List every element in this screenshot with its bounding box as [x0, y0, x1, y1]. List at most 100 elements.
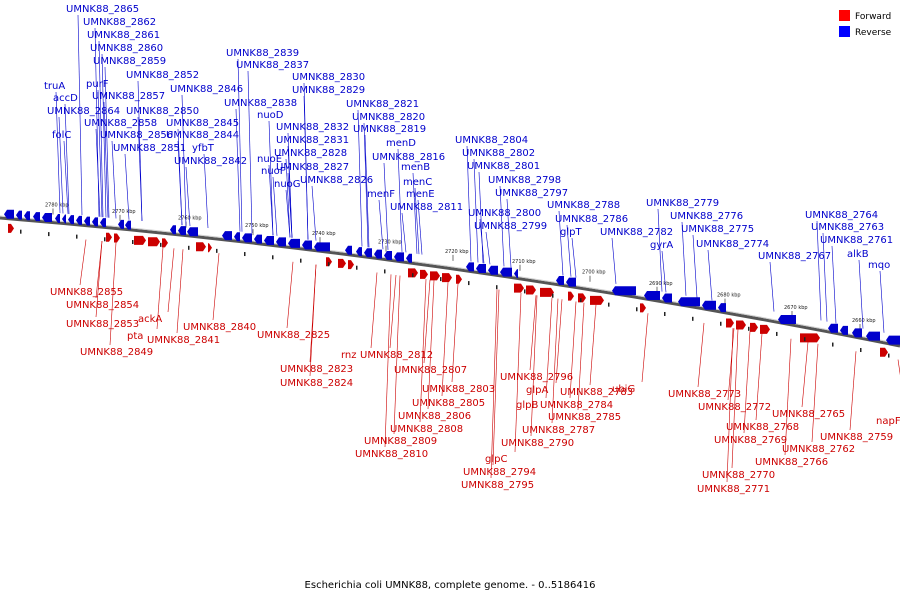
cds-marker: [384, 269, 386, 274]
reverse-gene: [187, 227, 198, 237]
forward-gene-label: UMNK88_2784: [540, 400, 613, 411]
reverse-gene-label: UMNK88_2821: [346, 99, 419, 110]
cds-marker: [804, 337, 806, 342]
forward-gene-label: UMNK88_2769: [714, 435, 787, 446]
forward-gene: [540, 287, 554, 297]
reverse-gene-label: UMNK88_2830: [292, 72, 365, 83]
forward-leader: [423, 279, 431, 364]
reverse-gene-label: UMNK88_2764: [805, 210, 878, 221]
reverse-leader: [98, 40, 104, 218]
reverse-leader: [363, 122, 369, 248]
forward-leader: [555, 299, 563, 384]
reverse-leader: [63, 140, 69, 214]
reverse-gene: [55, 213, 60, 223]
forward-leader: [167, 248, 175, 313]
reverse-gene-label: UMNK88_2820: [352, 112, 425, 123]
forward-gene-label: UMNK88_2809: [364, 436, 437, 447]
scale-tick-label: 2740 kbp: [312, 231, 336, 237]
forward-leader: [176, 249, 184, 334]
reverse-leader: [466, 145, 472, 262]
forward-gene-label: UMNK88_2796: [500, 372, 573, 383]
forward-leader: [811, 343, 819, 443]
forward-gene-label: UMNK88_2812: [360, 350, 433, 361]
reverse-gene-label: glpT: [560, 227, 582, 238]
reverse-leader: [203, 153, 209, 229]
cds-marker: [496, 285, 498, 290]
reverse-gene: [364, 248, 372, 258]
reverse-gene-label: UMNK88_2816: [372, 152, 445, 163]
reverse-leader: [285, 189, 291, 238]
reverse-gene-label: UMNK88_2865: [66, 4, 139, 15]
forward-gene: [148, 237, 160, 247]
reverse-gene: [254, 234, 262, 244]
reverse-leader: [401, 212, 407, 253]
reverse-gene-label: UMNK88_2786: [555, 214, 628, 225]
forward-gene-label: rnz: [341, 350, 357, 361]
reverse-gene: [125, 220, 131, 230]
reverse-leader: [111, 140, 117, 219]
forward-leader: [529, 295, 537, 371]
reverse-gene: [466, 262, 474, 272]
forward-leader: [389, 274, 397, 349]
reverse-gene-label: UMNK88_2826: [300, 175, 373, 186]
reverse-leader: [285, 158, 291, 238]
forward-leader: [545, 297, 553, 399]
cds-marker: [468, 281, 470, 286]
forward-leader: [801, 341, 809, 408]
reverse-gene-label: UMNK88_2860: [90, 43, 163, 54]
scale-tick-label: 2680 kbp: [717, 293, 741, 299]
reverse-leader: [417, 199, 423, 255]
forward-gene-label: UMNK88_2770: [702, 470, 775, 481]
legend: Forward Reverse: [839, 10, 892, 38]
reverse-gene-label: UMNK88_2852: [126, 70, 199, 81]
forward-leader: [370, 272, 378, 349]
reverse-gene-label: UMNK88_2829: [292, 85, 365, 96]
reverse-gene: [702, 300, 716, 310]
reverse-gene-label: UMNK88_2845: [166, 118, 239, 129]
forward-leader: [755, 333, 763, 421]
reverse-gene-label: menD: [386, 138, 416, 149]
reverse-gene: [356, 247, 362, 257]
forward-gene: [208, 243, 212, 253]
reverse-gene: [662, 293, 672, 303]
reverse-gene-label: menF: [367, 189, 395, 200]
genome-backbone: [0, 216, 900, 348]
reverse-leader: [268, 120, 274, 236]
forward-gene: [408, 268, 418, 278]
reverse-gene-label: UMNK88_2811: [390, 202, 463, 213]
scale-tick-label: 2720 kbp: [445, 249, 469, 255]
reverse-leader: [707, 249, 713, 301]
reverse-gene-label: UMNK88_2846: [170, 84, 243, 95]
forward-gene: [162, 238, 168, 248]
forward-gene: [338, 258, 346, 268]
reverse-leader: [185, 166, 191, 227]
cds-marker: [244, 252, 246, 257]
reverse-leader: [831, 245, 837, 324]
forward-gene: [456, 274, 462, 284]
reverse-leader: [357, 109, 363, 247]
reverse-leader: [97, 89, 103, 218]
forward-gene-label: UMNK88_2807: [394, 365, 467, 376]
forward-gene-label: UMNK88_2824: [280, 378, 353, 389]
reverse-gene-label: nuoG: [274, 179, 301, 190]
reverse-leader: [414, 187, 420, 255]
reverse-gene-label: UMNK88_2844: [166, 130, 239, 141]
reverse-leader: [378, 199, 384, 250]
reverse-leader: [473, 158, 479, 263]
reverse-gene: [840, 325, 848, 335]
reverse-gene-label: UMNK88_2851: [113, 143, 186, 154]
reverse-gene-label: UMNK88_2857: [92, 91, 165, 102]
reverse-gene-label: UMNK88_2837: [236, 60, 309, 71]
reverse-gene: [718, 303, 726, 313]
cds-marker: [328, 262, 330, 267]
forward-gene-label: UMNK88_2854: [66, 300, 139, 311]
forward-gene: [640, 303, 646, 313]
legend-reverse-swatch: [839, 26, 850, 37]
cds-marker: [440, 277, 442, 282]
reverse-gene-label: UMNK88_2774: [696, 239, 769, 250]
forward-gene-label: UMNK88_2765: [772, 409, 845, 420]
cds-marker: [552, 293, 554, 298]
reverse-gene: [345, 245, 352, 255]
reverse-leader: [58, 116, 64, 214]
